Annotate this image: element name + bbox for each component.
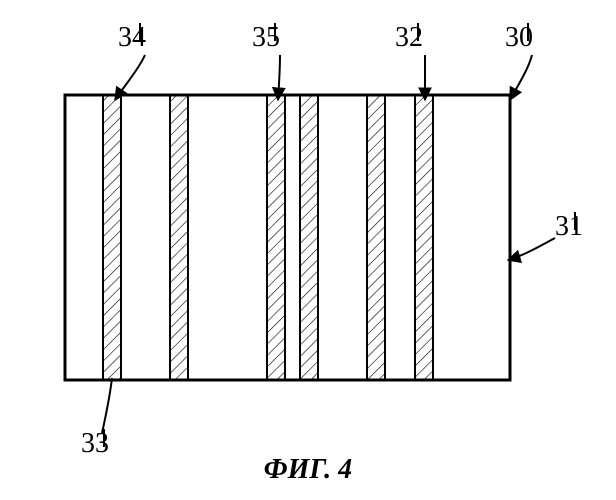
figure-svg: 34 35 32 30 31 33 ФИГ. 4 (0, 0, 616, 500)
hatched-bar (300, 95, 318, 380)
leader-line (115, 55, 145, 100)
hatched-bar (415, 95, 433, 380)
hatched-bar (367, 95, 385, 380)
figure-caption: ФИГ. 4 (264, 454, 352, 485)
leader-line (102, 378, 112, 433)
ref-label-31: 31 (555, 211, 583, 242)
ref-label-32: 32 (395, 22, 423, 53)
hatched-bar (103, 95, 121, 380)
hatched-bar (170, 95, 188, 380)
panel-rect (65, 95, 510, 380)
leader-line (510, 55, 532, 100)
leader-line (278, 55, 280, 100)
leader-line (508, 238, 555, 260)
hatched-bar (267, 95, 285, 380)
ref-label-30: 30 (505, 22, 533, 53)
ref-label-34: 34 (118, 22, 146, 53)
ref-label-33: 33 (81, 428, 109, 459)
ref-label-35: 35 (252, 22, 280, 53)
